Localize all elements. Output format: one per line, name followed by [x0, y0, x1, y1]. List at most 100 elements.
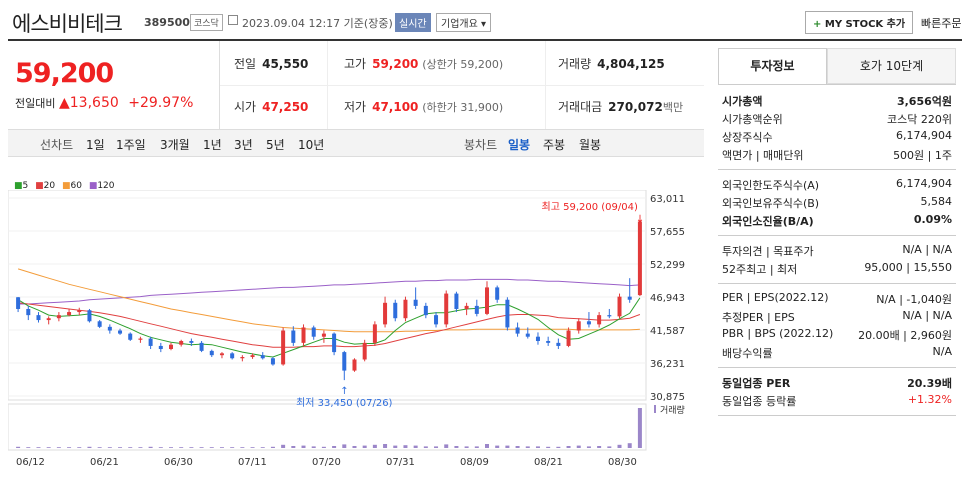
- stock-header: 에스비비테크 389500 코스닥 2023.09.04 12:17 기준(장중…: [0, 0, 970, 40]
- volume-bar: [464, 446, 469, 448]
- y-tick-label: 52,299: [650, 260, 685, 271]
- period-1d[interactable]: 1일: [86, 138, 105, 152]
- candle-body: [393, 302, 398, 319]
- info-row: 동일업종 PER 20.39배: [722, 375, 952, 393]
- candle-body: [148, 338, 153, 346]
- candle-body: [515, 327, 520, 334]
- candle-body: [576, 321, 581, 331]
- candle-body: [454, 293, 459, 309]
- candle-body: [413, 299, 418, 306]
- info-key: 외국인보유주식수(B): [722, 197, 820, 210]
- period-1y[interactable]: 1년: [203, 138, 222, 152]
- info-key: 외국인한도주식수(A): [722, 179, 820, 192]
- period-3y[interactable]: 3년: [234, 138, 253, 152]
- x-tick-label: 06/12: [16, 457, 45, 468]
- period-10y[interactable]: 10년: [298, 138, 325, 152]
- volume-bar: [321, 446, 326, 448]
- volume-bar: [352, 446, 357, 448]
- x-tick-label: 07/11: [238, 457, 267, 468]
- volume-bar: [556, 446, 561, 448]
- divider: [718, 283, 956, 284]
- quick-order-link[interactable]: 빠른주문: [921, 17, 962, 30]
- volume-bar: [342, 444, 347, 448]
- candle-body: [138, 338, 143, 340]
- volume-bar: [617, 444, 622, 448]
- volume-bar: [260, 447, 265, 448]
- candle-body: [546, 341, 551, 343]
- market-badge: 코스닥: [190, 14, 223, 31]
- info-value: 6,174,904: [896, 129, 952, 142]
- info-row: 외국인보유주식수(B) 5,584: [722, 195, 952, 213]
- candle-daily[interactable]: 일봉: [508, 138, 531, 152]
- change-label: 전일대비: [15, 97, 56, 110]
- period-5y[interactable]: 5년: [266, 138, 285, 152]
- volume-bar: [372, 444, 377, 448]
- info-value: 20.00배 | 2,960원: [858, 329, 952, 342]
- volume-bar: [281, 444, 286, 448]
- company-overview-dropdown[interactable]: 기업개요 ▾: [436, 13, 492, 32]
- info-value: N/A | N/A: [902, 243, 952, 256]
- candle-body: [383, 302, 388, 325]
- price-change: 전일대비 ▲13,650 +29.97%: [15, 95, 193, 111]
- candle-body: [495, 287, 500, 300]
- volume-bar: [393, 445, 398, 448]
- candle-body: [556, 342, 561, 346]
- volume-bar: [240, 447, 245, 448]
- info-row: 시가총액순위 코스닥 220위: [722, 111, 952, 129]
- x-tick-label: 08/09: [460, 457, 489, 468]
- candle-body: [597, 315, 602, 325]
- candle-body: [586, 321, 591, 325]
- legend-ma20-icon: ■: [35, 181, 44, 191]
- candle-monthly[interactable]: 월봉: [579, 138, 602, 152]
- candle-chart-label: 봉차트: [464, 138, 498, 152]
- info-row: 시가총액 3,656억원: [722, 93, 952, 111]
- info-value: 3,656억원: [896, 95, 952, 108]
- candle-body: [270, 358, 275, 365]
- volume-bar: [627, 443, 632, 448]
- info-row: 액면가 | 매매단위 500원 | 1주: [722, 147, 952, 165]
- volume-bar: [56, 447, 61, 448]
- period-3m[interactable]: 3개월: [160, 138, 190, 152]
- info-key: 52주최고 | 최저: [722, 263, 798, 276]
- legend-ma5: 5: [22, 181, 29, 191]
- volume-bar: [169, 447, 173, 448]
- volume-bar: [16, 446, 21, 448]
- candle-body: [281, 330, 286, 365]
- candle-body: [158, 345, 163, 350]
- divider: [718, 169, 956, 170]
- ma20-line: [18, 302, 641, 348]
- volume-bar: [332, 446, 337, 448]
- volume-bar: [148, 446, 153, 448]
- info-value: 6,174,904: [896, 177, 952, 190]
- candle-body: [505, 299, 510, 328]
- volume-bar: [199, 447, 204, 448]
- realtime-button[interactable]: 실시간: [395, 13, 431, 32]
- prev-close: 전일 45,550: [234, 57, 309, 71]
- tab-investment-info[interactable]: 투자정보: [718, 48, 827, 84]
- price-chart[interactable]: 63,011 57,655 52,299 46,943 41,587 36,231 30,8…: [8, 190, 708, 490]
- my-stock-add-button[interactable]: + MY STOCK 추가: [805, 11, 914, 34]
- volume-bar: [26, 447, 31, 448]
- candle-weekly[interactable]: 주봉: [543, 138, 566, 152]
- volume-bar: [535, 446, 540, 448]
- tab-orderbook[interactable]: 호가 10단계: [827, 48, 956, 84]
- candle-body: [342, 352, 347, 371]
- candle-body: [107, 326, 112, 331]
- period-1w[interactable]: 1주일: [116, 138, 146, 152]
- candle-body: [485, 287, 489, 314]
- info-key: 외국인소진율(B/A): [722, 215, 814, 228]
- info-key: 추정PER | EPS: [722, 311, 795, 324]
- volume-bar: [270, 446, 275, 448]
- candle-body: [77, 310, 82, 313]
- info-key: 상장주식수: [722, 131, 773, 144]
- low-price: 저가 47,100 (하한가 31,900): [344, 100, 504, 114]
- candle-body: [87, 310, 92, 322]
- info-value: 5,584: [920, 195, 953, 208]
- chevron-down-icon: ▾: [481, 19, 487, 30]
- volume-bar: [77, 447, 82, 448]
- volume-bar: [474, 446, 479, 448]
- y-tick-label: 30,875: [650, 392, 685, 403]
- candle-body: [637, 221, 642, 296]
- candle-body: [169, 344, 173, 350]
- y-tick-label: 41,587: [650, 326, 685, 337]
